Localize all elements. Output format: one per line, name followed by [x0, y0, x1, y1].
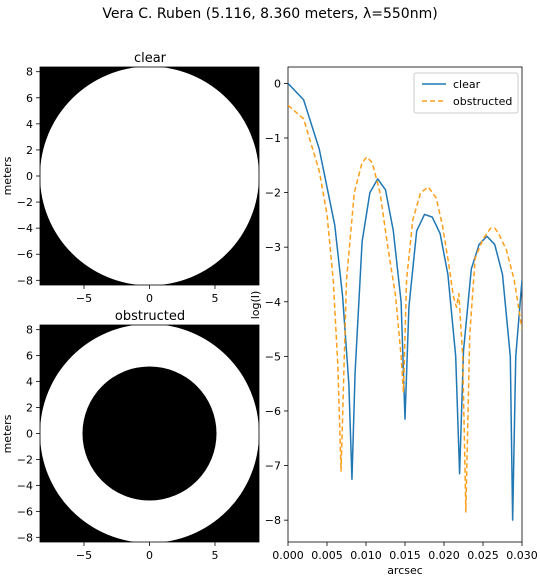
- pupil-obstructed-ytick-label: 8: [26, 324, 33, 337]
- psf-xtick-label: 0.000: [272, 549, 304, 562]
- psf-ytick-label: 0: [274, 77, 281, 90]
- psf-xtick-label: 0.010: [350, 549, 382, 562]
- pupil-obstructed-ytick-label: 0: [26, 428, 33, 441]
- pupil-clear-xtick-label: 0: [146, 292, 153, 305]
- psf-xtick-label: 0.015: [389, 549, 421, 562]
- pupil-clear-ytick-label: −4: [17, 222, 33, 235]
- pupil-clear-title: clear: [134, 51, 167, 66]
- psf-plot-frame: [287, 66, 523, 543]
- pupil-obstructed-xtick-label: 0: [146, 549, 153, 562]
- psf-series-group: [288, 82, 522, 521]
- psf-ytick-label: −7: [265, 460, 281, 473]
- psf-ytick-label: −8: [265, 514, 281, 527]
- pupil-plot-obstructed: obstructed meters −5 0 5 −8 −6 −4 −2 0 2 4 6 8: [1, 309, 260, 562]
- pupil-clear-xtick-label: −5: [76, 292, 92, 305]
- pupil-obstructed-xtick-label: −5: [76, 549, 92, 562]
- pupil-obstructed-ylabel: meters: [1, 414, 14, 453]
- pupil-obstructed-ytick-label: 2: [26, 402, 33, 415]
- psf-xtick-label: 0.030: [506, 549, 538, 562]
- psf-ytick-label: −5: [265, 350, 281, 363]
- psf-xtick-label: 0.020: [428, 549, 460, 562]
- pupil-clear-ytick-label: 4: [26, 118, 33, 131]
- psf-ytick-label: −3: [265, 241, 281, 254]
- pupil-obstructed-ytick-label: −2: [17, 453, 33, 466]
- pupil-clear-aperture: [40, 66, 259, 286]
- pupil-obstructed-axes: −5 0 5 −8 −6 −4 −2 0 2 4 6 8: [17, 324, 260, 562]
- pupil-clear-ytick-label: 2: [26, 144, 33, 157]
- psf-ytick-label: −1: [265, 132, 281, 145]
- pupil-clear-ylabel: meters: [1, 156, 14, 195]
- pupil-clear-ytick-label: −6: [17, 248, 33, 261]
- pupil-clear-ytick-label: 6: [26, 92, 33, 105]
- psf-ytick-label: −6: [265, 405, 281, 418]
- psf-xlabel: arcsec: [387, 564, 423, 577]
- pupil-obstructed-ytick-label: 6: [26, 350, 33, 363]
- psf-line-chart: 0.000 0.005 0.010 0.015 0.020 0.025 0.030 0 −1 −2…: [249, 66, 538, 577]
- psf-series-obstructed: [288, 104, 522, 513]
- pupil-clear-xtick-label: 5: [211, 292, 218, 305]
- pupil-plot-clear: clear meters −5 0 5 −8 −6 −4 −2 0 2 4 6 8: [1, 51, 260, 305]
- figure-suptitle: Vera C. Ruben (5.116, 8.360 meters, λ=55…: [102, 6, 437, 22]
- pupil-obstructed-xtick-label: 5: [211, 549, 218, 562]
- pupil-clear-ytick-label: −8: [17, 274, 33, 287]
- psf-xtick-label: 0.005: [311, 549, 343, 562]
- psf-axes: 0.000 0.005 0.010 0.015 0.020 0.025 0.030 0 −1 −2…: [265, 77, 538, 562]
- pupil-clear-axes: −5 0 5 −8 −6 −4 −2 0 2 4 6 8: [17, 66, 260, 305]
- psf-ylabel: log(I): [249, 291, 262, 320]
- psf-legend: clear obstructed: [413, 72, 519, 114]
- pupil-clear-ytick-label: −2: [17, 196, 33, 209]
- legend-obstructed-label: obstructed: [453, 95, 512, 108]
- pupil-clear-ytick-label: 8: [26, 66, 33, 79]
- pupil-obstructed-title: obstructed: [115, 309, 185, 324]
- pupil-obstructed-ytick-label: 4: [26, 376, 33, 389]
- pupil-obstructed-ytick-label: −6: [17, 505, 33, 518]
- legend-box: [413, 72, 519, 114]
- pupil-obstructed-ytick-label: −8: [17, 531, 33, 544]
- pupil-obstructed-ytick-label: −4: [17, 479, 33, 492]
- legend-clear-label: clear: [453, 78, 481, 91]
- psf-xtick-label: 0.025: [467, 549, 499, 562]
- pupil-obstructed-central-obstruction: [82, 366, 217, 501]
- psf-ytick-label: −4: [265, 296, 281, 309]
- psf-series-clear: [288, 82, 522, 521]
- psf-ytick-label: −2: [265, 187, 281, 200]
- pupil-clear-ytick-label: 0: [26, 170, 33, 183]
